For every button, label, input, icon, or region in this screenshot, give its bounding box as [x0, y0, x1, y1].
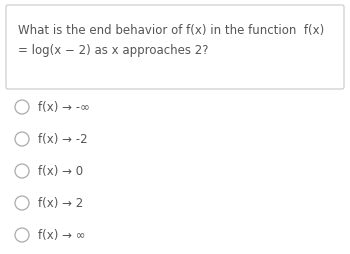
Circle shape: [15, 133, 29, 146]
FancyBboxPatch shape: [6, 6, 344, 90]
Circle shape: [15, 196, 29, 210]
Text: f(x) → ∞: f(x) → ∞: [38, 229, 85, 242]
Text: f(x) → 0: f(x) → 0: [38, 165, 83, 178]
Text: f(x) → 2: f(x) → 2: [38, 197, 83, 210]
Text: f(x) → -2: f(x) → -2: [38, 133, 88, 146]
Circle shape: [15, 164, 29, 178]
Text: = log(x − 2) as x approaches 2?: = log(x − 2) as x approaches 2?: [18, 44, 209, 57]
Circle shape: [15, 101, 29, 115]
Text: f(x) → -∞: f(x) → -∞: [38, 101, 90, 114]
Text: What is the end behavior of f(x) in the function  f(x): What is the end behavior of f(x) in the …: [18, 24, 324, 37]
Circle shape: [15, 228, 29, 242]
